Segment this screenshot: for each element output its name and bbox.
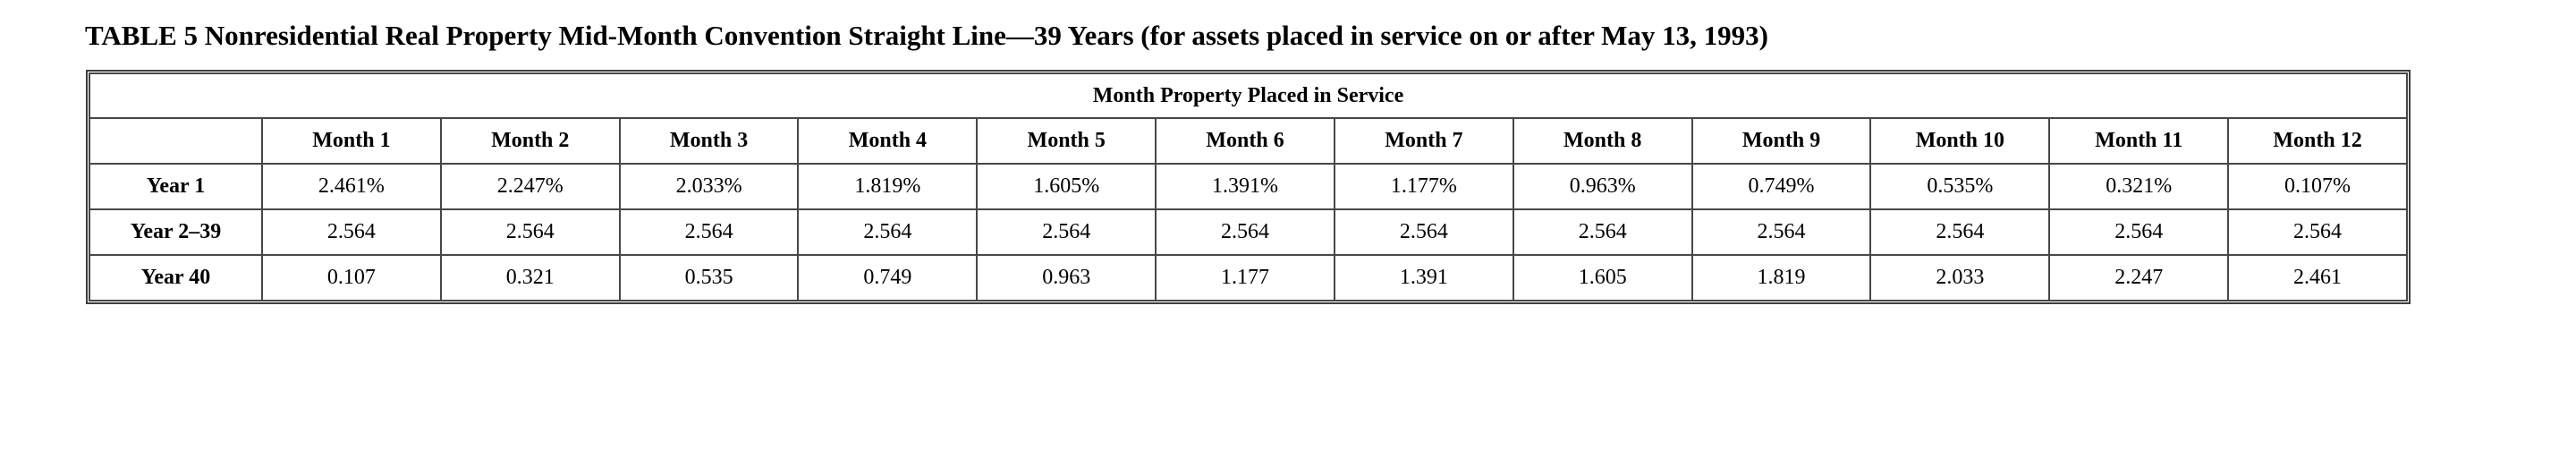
rate-cell: 1.391%: [1155, 163, 1335, 210]
rate-cell: 2.564: [1155, 208, 1335, 256]
rate-cell: 2.033%: [618, 163, 800, 210]
rate-cell: 2.564: [1690, 208, 1872, 256]
month-header: Month 3: [618, 117, 800, 165]
rate-cell: 0.321: [439, 254, 621, 301]
table-row: Year 40 0.107 0.321 0.535 0.749 0.963 1.177 1.3…: [89, 254, 2408, 301]
rate-cell: 0.749: [797, 254, 979, 301]
month-header: Month 12: [2227, 117, 2408, 165]
corner-cell: [89, 117, 263, 165]
group-header-row: Month Property Placed in Service: [89, 72, 2408, 119]
rate-cell: 2.564: [1869, 208, 2051, 256]
rate-cell: 1.391: [1333, 254, 1514, 301]
rate-cell: 2.033: [1869, 254, 2051, 301]
rate-cell: 2.564: [1512, 208, 1693, 256]
month-header: Month 7: [1333, 117, 1514, 165]
rate-cell: 2.564: [2227, 208, 2408, 256]
month-header: Month 6: [1155, 117, 1335, 165]
rate-cell: 0.535%: [1869, 163, 2051, 210]
rate-cell: 2.564: [2048, 208, 2230, 256]
rate-cell: 2.564: [797, 208, 979, 256]
year-label: Year 2–39: [89, 208, 263, 256]
rate-cell: 1.819: [1690, 254, 1872, 301]
month-header: Month 4: [797, 117, 979, 165]
rate-cell: 2.564: [1333, 208, 1514, 256]
rate-cell: 2.461: [2227, 254, 2408, 301]
rate-cell: 2.247: [2048, 254, 2230, 301]
rate-cell: 2.461%: [261, 163, 442, 210]
month-header: Month 9: [1690, 117, 1872, 165]
table-body: Year 1 2.461% 2.247% 2.033% 1.819% 1.605% 1.39…: [89, 163, 2408, 301]
column-header-row: Month 1 Month 2 Month 3 Month 4 Month 5 Month…: [89, 117, 2408, 165]
month-header: Month 2: [439, 117, 621, 165]
page-title: TABLE 5 Nonresidential Real Property Mid…: [85, 20, 1768, 51]
month-header: Month 11: [2048, 117, 2230, 165]
rate-cell: 1.819%: [797, 163, 979, 210]
year-label: Year 1: [89, 163, 263, 210]
rate-cell: 1.177%: [1333, 163, 1514, 210]
table-group-header: Month Property Placed in Service: [89, 72, 2408, 119]
rate-cell: 1.605: [1512, 254, 1693, 301]
rate-cell: 0.107: [261, 254, 442, 301]
depreciation-rate-table: Month Property Placed in Service Month 1…: [89, 72, 2408, 301]
rate-cell: 0.535: [618, 254, 800, 301]
rate-cell: 2.564: [439, 208, 621, 256]
rate-cell: 1.605%: [976, 163, 1157, 210]
rate-cell: 1.177: [1155, 254, 1335, 301]
month-header: Month 8: [1512, 117, 1693, 165]
year-label: Year 40: [89, 254, 263, 301]
month-header: Month 10: [1869, 117, 2051, 165]
rate-cell: 0.963%: [1512, 163, 1693, 210]
table-row: Year 2–39 2.564 2.564 2.564 2.564 2.564 2.564 2…: [89, 208, 2408, 256]
depreciation-table-wrapper: Month Property Placed in Service Month 1…: [86, 70, 2411, 304]
month-header: Month 1: [261, 117, 442, 165]
rate-cell: 2.564: [618, 208, 800, 256]
rate-cell: 2.564: [976, 208, 1157, 256]
rate-cell: 2.564: [261, 208, 442, 256]
rate-cell: 0.963: [976, 254, 1157, 301]
month-header: Month 5: [976, 117, 1157, 165]
table-head: Month Property Placed in Service Month 1…: [89, 72, 2408, 165]
rate-cell: 0.749%: [1690, 163, 1872, 210]
rate-cell: 2.247%: [439, 163, 621, 210]
table-row: Year 1 2.461% 2.247% 2.033% 1.819% 1.605% 1.39…: [89, 163, 2408, 210]
rate-cell: 0.107%: [2227, 163, 2408, 210]
rate-cell: 0.321%: [2048, 163, 2230, 210]
